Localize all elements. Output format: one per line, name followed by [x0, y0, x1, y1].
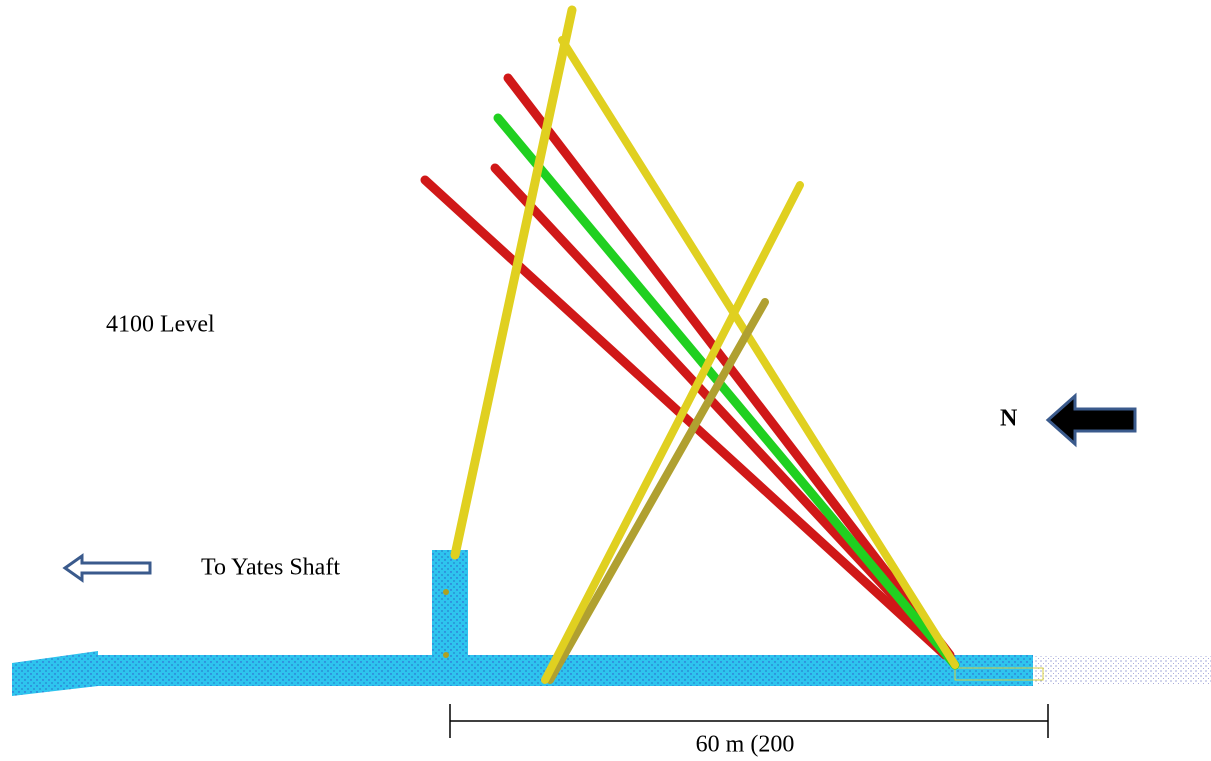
unmapped-drift — [1035, 656, 1211, 684]
north-arrow — [1048, 396, 1135, 444]
shaft-arrow — [65, 556, 150, 580]
shaft-label: To Yates Shaft — [201, 555, 340, 581]
collar — [443, 589, 449, 595]
borehole-green — [498, 118, 955, 665]
collar — [443, 652, 449, 658]
borehole-olive — [550, 302, 765, 680]
level-label: 4100 Level — [106, 312, 215, 338]
scale-label: 60 m (200 — [696, 732, 795, 758]
drift-stub — [432, 550, 468, 686]
drift-left — [12, 651, 98, 696]
page: {"labels": {"level": "4100 Level", "nort… — [0, 0, 1211, 761]
borehole-yellow — [562, 40, 955, 665]
borehole-red — [425, 180, 945, 655]
diagram: 4100 Level N To Yates Shaft 60 m (200 — [0, 0, 1211, 761]
north-label: N — [1000, 406, 1018, 432]
